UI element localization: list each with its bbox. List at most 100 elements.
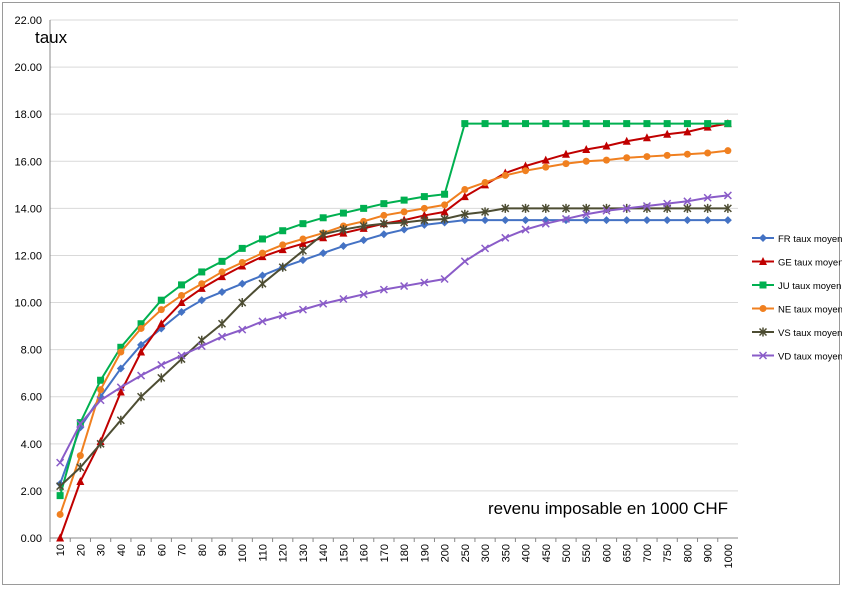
data-point bbox=[379, 285, 388, 294]
data-point bbox=[137, 340, 146, 349]
data-point bbox=[622, 204, 631, 213]
data-point bbox=[643, 153, 651, 161]
data-point bbox=[622, 136, 631, 145]
legend-label: VD taux moyen bbox=[778, 352, 842, 363]
data-point bbox=[643, 120, 651, 128]
data-point bbox=[177, 298, 186, 307]
y-tick-label: 18.00 bbox=[14, 109, 42, 121]
data-point-stroke bbox=[96, 396, 105, 405]
legend-label: JU taux moyen bbox=[778, 281, 841, 292]
data-point bbox=[258, 249, 266, 257]
data-point bbox=[723, 203, 732, 213]
data-point-stroke bbox=[278, 311, 287, 320]
data-point-stroke bbox=[76, 419, 85, 428]
legend-label: FR taux moyen bbox=[778, 234, 842, 245]
data-point bbox=[197, 335, 206, 345]
data-point bbox=[704, 149, 712, 157]
x-tick-label: 400 bbox=[521, 544, 533, 562]
data-point bbox=[441, 201, 449, 209]
data-point bbox=[501, 216, 510, 225]
data-point bbox=[400, 196, 408, 204]
x-tick-label: 550 bbox=[581, 544, 593, 562]
data-point bbox=[197, 342, 206, 351]
x-tick-label: 700 bbox=[642, 544, 654, 562]
x-tick-label: 30 bbox=[96, 544, 108, 556]
data-point bbox=[137, 324, 145, 332]
data-point bbox=[542, 120, 550, 128]
x-tick-label: 60 bbox=[156, 544, 168, 556]
data-point bbox=[602, 216, 611, 225]
x-tick-label: 40 bbox=[116, 544, 128, 556]
data-point bbox=[582, 203, 591, 213]
y-tick-label: 2.00 bbox=[21, 486, 42, 498]
data-point bbox=[440, 274, 449, 284]
data-point bbox=[198, 280, 206, 288]
data-point bbox=[541, 219, 550, 228]
legend-item: GE taux moyen bbox=[752, 257, 842, 269]
data-point-stroke bbox=[460, 257, 469, 266]
data-point bbox=[723, 191, 732, 200]
data-point bbox=[541, 203, 550, 213]
series-ju bbox=[56, 120, 732, 500]
data-point bbox=[359, 221, 368, 231]
legend-item: VS taux moyen bbox=[752, 327, 842, 339]
data-point bbox=[400, 282, 409, 291]
series-line bbox=[59, 194, 728, 464]
x-axis: 10 20 30 40 50 60 70 80 90 100 110 120 130 140 150 160 1… bbox=[49, 537, 738, 568]
data-point bbox=[481, 178, 489, 186]
x-tick-label: 180 bbox=[399, 544, 411, 562]
data-point bbox=[703, 216, 712, 225]
data-point bbox=[76, 452, 84, 460]
data-point bbox=[298, 239, 307, 248]
data-point bbox=[76, 462, 85, 472]
data-point bbox=[137, 347, 146, 356]
x-tick-label: 70 bbox=[177, 544, 189, 556]
data-point bbox=[116, 364, 125, 373]
x-tick-label: 100 bbox=[237, 544, 249, 562]
data-point bbox=[683, 127, 692, 136]
data-point bbox=[642, 201, 651, 211]
data-point bbox=[561, 214, 571, 223]
data-point bbox=[724, 120, 732, 128]
data-point bbox=[157, 360, 166, 369]
legend-item: FR taux moyen bbox=[752, 234, 842, 245]
y-tick-label: 22.00 bbox=[14, 15, 42, 27]
data-point bbox=[460, 216, 469, 225]
data-point bbox=[481, 207, 490, 217]
data-point bbox=[218, 257, 226, 265]
x-tick-label: 800 bbox=[682, 544, 694, 562]
x-tick-label: 350 bbox=[500, 544, 512, 562]
data-point bbox=[759, 305, 767, 312]
data-point bbox=[703, 203, 712, 213]
data-point bbox=[562, 120, 570, 128]
data-point bbox=[501, 120, 509, 128]
data-point bbox=[116, 415, 125, 425]
data-point bbox=[157, 306, 165, 314]
data-point bbox=[217, 319, 227, 329]
data-point bbox=[359, 236, 368, 245]
data-point bbox=[683, 120, 691, 128]
x-tick-label: 130 bbox=[298, 544, 310, 562]
data-point bbox=[420, 204, 428, 212]
data-point bbox=[217, 332, 227, 341]
data-point-stroke bbox=[501, 233, 510, 242]
x-tick-label: 10 bbox=[55, 544, 67, 556]
data-point bbox=[759, 257, 767, 265]
data-point bbox=[319, 249, 328, 258]
data-point bbox=[137, 371, 146, 380]
x-tick-label: 150 bbox=[338, 544, 350, 562]
data-point bbox=[279, 227, 287, 235]
data-point-stroke bbox=[258, 317, 267, 326]
y-tick-label: 6.00 bbox=[21, 392, 42, 404]
data-point bbox=[602, 120, 610, 128]
series-line bbox=[59, 219, 728, 485]
data-point bbox=[339, 209, 347, 217]
x-tick-label: 300 bbox=[480, 544, 492, 562]
x-tick-label: 650 bbox=[622, 544, 634, 562]
data-point bbox=[461, 120, 469, 128]
data-point-stroke bbox=[723, 191, 732, 200]
x-tick-label: 50 bbox=[136, 544, 148, 556]
x-tick-label: 500 bbox=[561, 544, 573, 562]
data-point bbox=[157, 373, 166, 383]
x-tick-label: 1000 bbox=[723, 544, 735, 568]
